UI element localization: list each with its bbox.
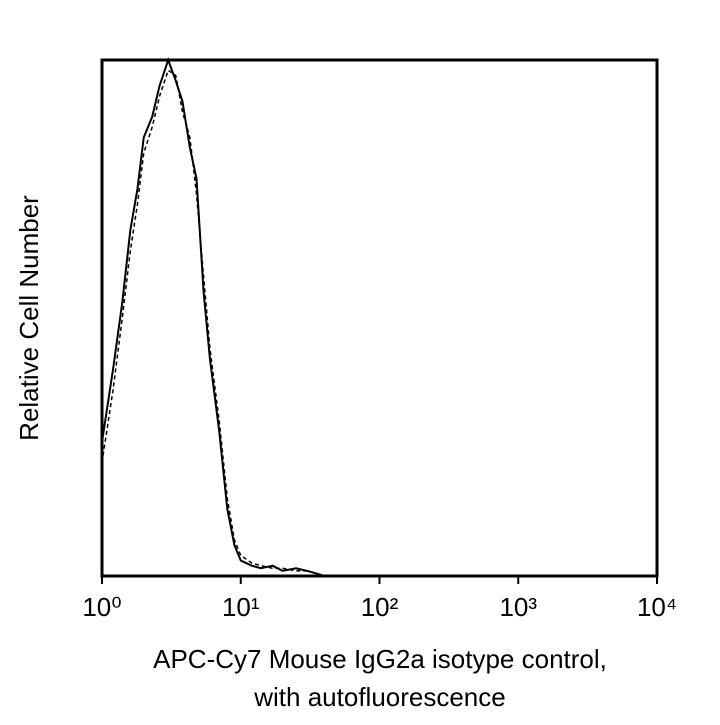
histogram-line: [101, 56, 325, 577]
plot-frame: [100, 58, 659, 578]
y-axis-label: Relative Cell Number: [14, 195, 44, 441]
histogram-line: [101, 69, 325, 577]
x-tick-label: 10²: [361, 592, 399, 622]
x-axis-label: with autofluorescence: [253, 682, 505, 712]
x-tick-label: 10⁴: [637, 592, 677, 622]
x-tick-label: 10⁰: [82, 592, 121, 622]
x-axis-label: APC-Cy7 Mouse IgG2a isotype control,: [153, 644, 607, 674]
x-tick-label: 10³: [499, 592, 537, 622]
x-tick-label: 10¹: [222, 592, 260, 622]
